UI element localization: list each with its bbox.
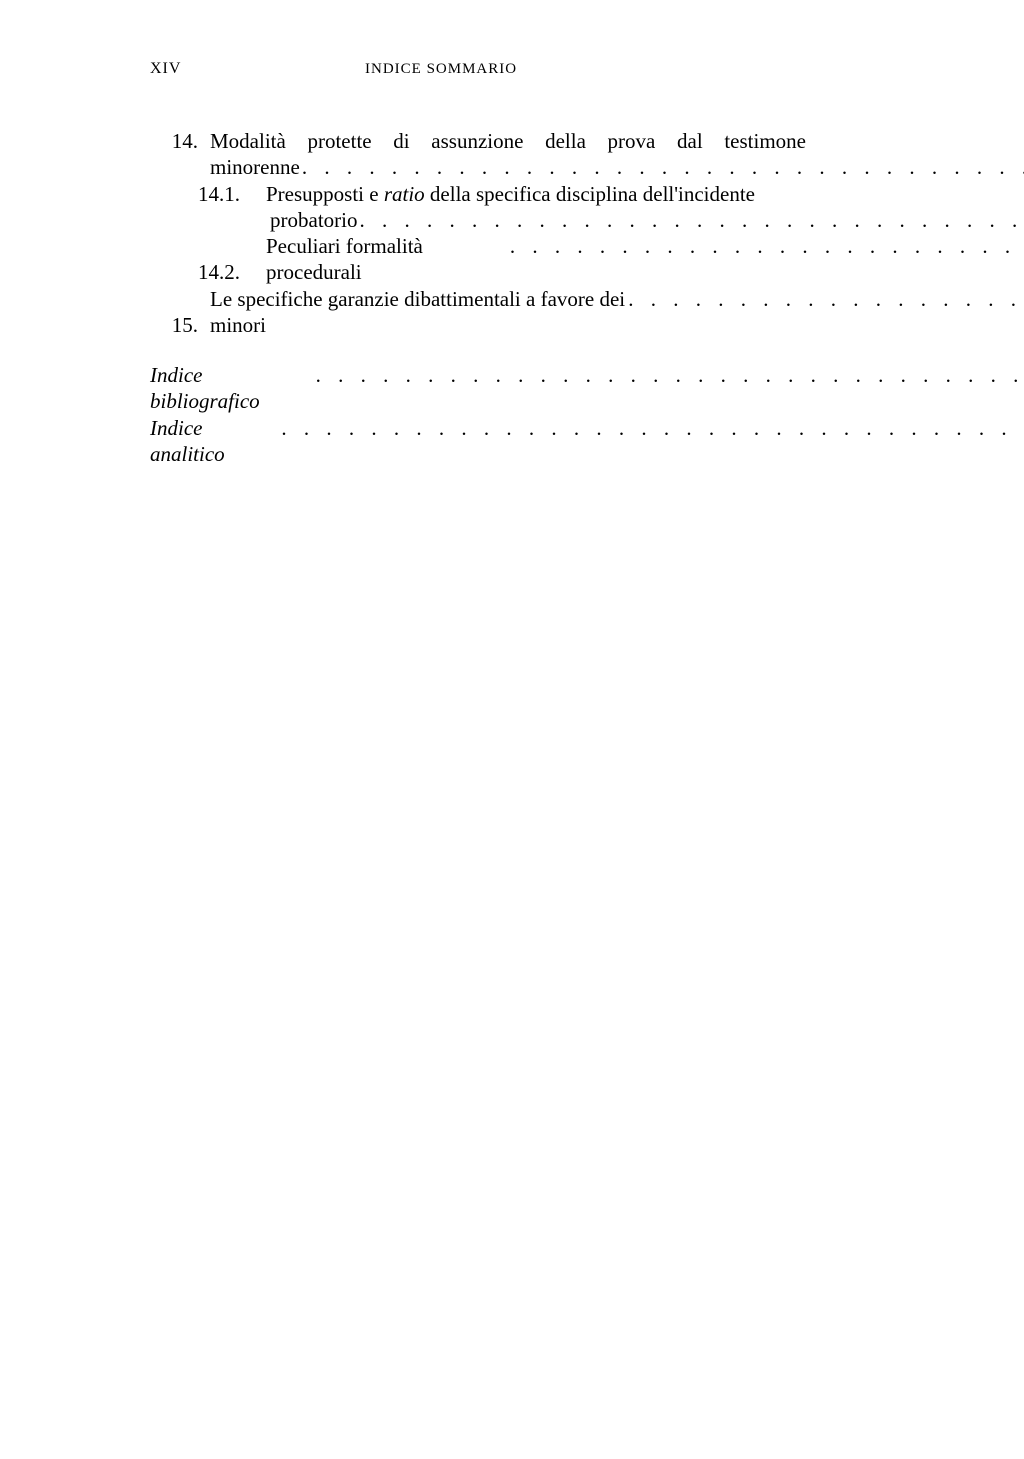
leader-dots <box>316 362 1024 415</box>
leader-dots <box>359 207 1024 233</box>
spacer <box>150 338 874 362</box>
toc-subentry-text: Presupposti e ratio della specifica disc… <box>266 181 806 207</box>
table-of-contents: 14. Modalità protette di assunzione dell… <box>150 128 874 467</box>
page: XIV INDICE SOMMARIO 14. Modalità protett… <box>0 0 1024 1459</box>
toc-subentry-continuation: probatorio 625 <box>270 207 874 233</box>
toc-entry-text: minorenne <box>210 154 300 180</box>
page-header: XIV INDICE SOMMARIO <box>150 60 874 78</box>
toc-backmatter-text: Indice bibliografico <box>150 362 314 415</box>
toc-entry-text: Le specifiche garanzie dibattimentali a … <box>210 286 626 339</box>
toc-entry: 14. Modalità protette di assunzione dell… <box>150 128 874 154</box>
leader-dots <box>281 415 1024 468</box>
toc-backmatter-entry: Indice analitico 685 <box>150 415 874 468</box>
leader-dots <box>628 286 1024 339</box>
leader-dots <box>302 154 1024 180</box>
toc-subentry: 14.2. Peculiari formalità procedurali 63… <box>198 233 874 286</box>
toc-entry: 15. Le specifiche garanzie dibattimental… <box>150 286 874 339</box>
page-number: XIV <box>150 60 210 78</box>
toc-entry-continuation: minorenne 625 <box>150 154 874 180</box>
toc-subentry-text: Peculiari formalità procedurali <box>266 233 508 286</box>
header-title: INDICE SOMMARIO <box>365 61 517 78</box>
toc-entry-number: 14. <box>150 128 210 154</box>
toc-backmatter-entry: Indice bibliografico 649 <box>150 362 874 415</box>
toc-subentry: 14.1. Presupposti e ratio della specific… <box>198 181 874 207</box>
toc-subentry-text: probatorio <box>270 207 357 233</box>
toc-entry-number: 15. <box>150 312 210 338</box>
leader-dots <box>510 233 1024 286</box>
toc-subentry-number: 14.2. <box>198 259 266 285</box>
toc-entry-text: Modalità protette di assunzione della pr… <box>210 128 806 154</box>
toc-backmatter-text: Indice analitico <box>150 415 279 468</box>
toc-subentry-number: 14.1. <box>198 181 266 207</box>
